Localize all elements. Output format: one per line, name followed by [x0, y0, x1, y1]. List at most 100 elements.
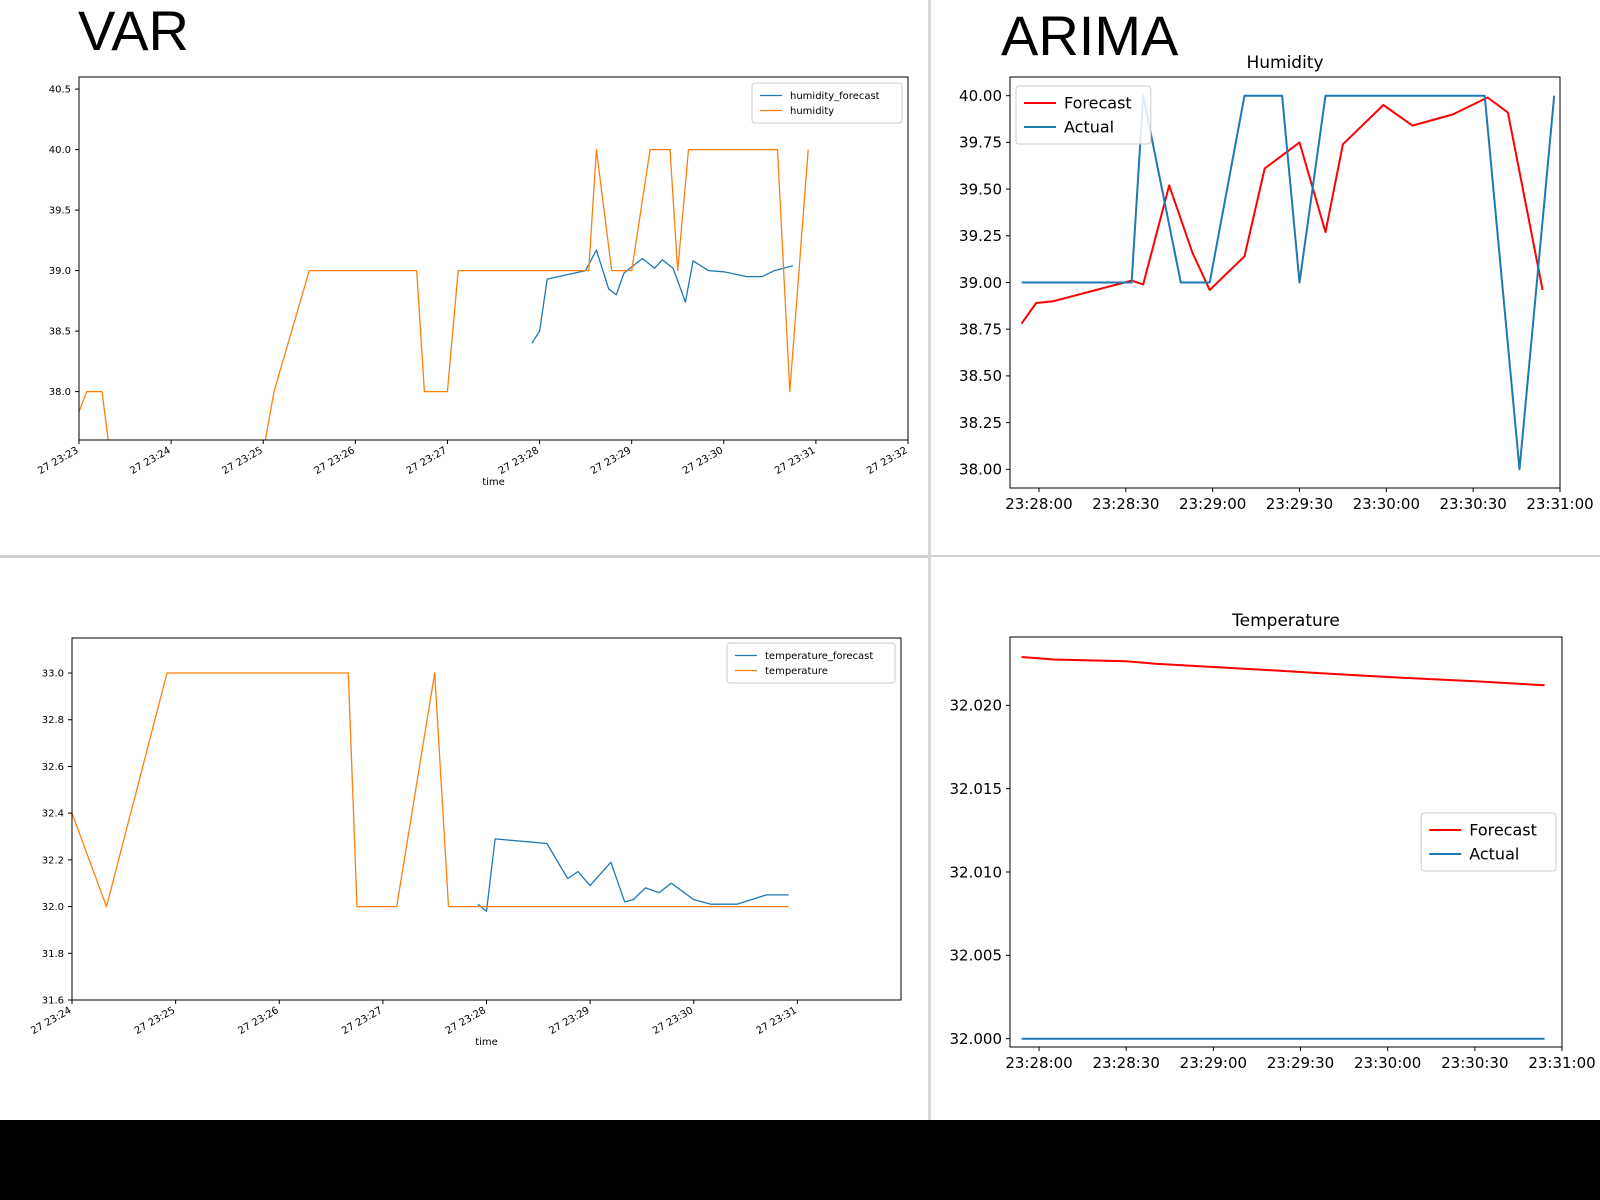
x-axis-label: time: [482, 477, 505, 488]
x-tick-label: 23:29:00: [1180, 1054, 1247, 1072]
x-tick-label: 23:30:30: [1439, 495, 1506, 513]
series-line-forecast: [1021, 656, 1545, 687]
y-tick-label: 32.010: [950, 863, 1003, 881]
series-line-actual: [1021, 94, 1556, 471]
y-tick-label: 38.0: [49, 387, 71, 398]
y-tick-label: 32.6: [42, 762, 64, 773]
x-tick-label: 27 23:32: [865, 445, 909, 477]
y-tick-label: 32.2: [42, 855, 64, 866]
y-tick-label: 38.25: [959, 414, 1002, 432]
legend: humidity_forecast humidity: [751, 82, 903, 124]
y-tick-label: 39.5: [49, 206, 71, 217]
series-line-humidity: [79, 148, 809, 440]
legend-label-temperature_forecast: temperature_forecast: [765, 651, 873, 662]
legend-label-actual: Actual: [1064, 118, 1114, 137]
x-tick-label: 23:30:00: [1354, 1054, 1421, 1072]
legend-label-actual: Actual: [1469, 845, 1519, 864]
y-tick-label: 31.8: [42, 949, 64, 960]
y-tick-label: 39.75: [959, 134, 1002, 152]
legend: temperature_forecast temperature: [726, 642, 896, 684]
y-tick-label: 38.50: [959, 367, 1002, 385]
x-tick-label: 27 23:28: [444, 1005, 488, 1037]
series-line-humidity_forecast: [531, 249, 794, 344]
y-tick-label: 39.00: [959, 274, 1002, 292]
x-tick-label: 23:28:30: [1092, 495, 1159, 513]
x-tick-label: 27 23:25: [220, 445, 264, 477]
plot-area: [1020, 94, 1556, 471]
y-tick-label: 32.8: [42, 715, 64, 726]
bottom-black-bar: [0, 1120, 1600, 1200]
var-temperature-chart: 31.6 31.8 32.0 32.2 32.4 32.6 32.8 33.0 27 23:24…: [29, 637, 902, 1048]
legend-label-temperature: temperature: [765, 666, 828, 677]
axes-frame: [1009, 636, 1563, 1048]
x-tick-label: 27 23:31: [773, 445, 817, 477]
y-tick-label: 40.0: [49, 145, 71, 156]
legend-label-forecast: Forecast: [1064, 94, 1132, 113]
x-tick-label: 27 23:24: [29, 1005, 73, 1037]
x-tick-label: 27 23:31: [755, 1005, 799, 1037]
arima-humidity-chart: 38.00 38.25 38.50 38.75 39.00 39.25 39.50 39.75…: [959, 53, 1594, 513]
legend-box: [726, 642, 896, 684]
x-tick-label: 27 23:30: [681, 445, 725, 477]
x-tick-label: 23:28:00: [1005, 1054, 1072, 1072]
arima-heading: ARIMA: [1001, 4, 1179, 67]
x-tick-label: 27 23:24: [128, 445, 172, 477]
x-tick-label: 27 23:27: [340, 1005, 384, 1037]
arima-humidity-panel: ARIMA 38.00 38.25 38.50 38.75 39.00 39.25 39.5…: [930, 0, 1600, 555]
y-tick-label: 32.015: [950, 780, 1003, 798]
plot-area: [1021, 656, 1545, 1040]
x-tick-label: 27 23:25: [133, 1005, 177, 1037]
legend: Forecast Actual: [1015, 85, 1152, 145]
x-tick-label: 23:29:30: [1267, 1054, 1334, 1072]
y-tick-label: 32.4: [42, 809, 64, 820]
x-tick-label: 23:30:00: [1353, 495, 1420, 513]
y-tick-label: 38.75: [959, 320, 1002, 338]
y-tick-label: 33.0: [42, 669, 64, 680]
vertical-divider: [928, 0, 931, 1120]
x-tick-label: 23:28:00: [1005, 495, 1072, 513]
axes-frame: [71, 637, 902, 1001]
x-tick-label: 23:30:30: [1441, 1054, 1508, 1072]
y-tick-label: 39.0: [49, 266, 71, 277]
y-tick-label: 38.00: [959, 461, 1002, 479]
x-tick-label: 27 23:29: [589, 445, 633, 477]
legend-box: [1015, 85, 1152, 145]
series-line-temperature: [72, 672, 789, 908]
horizontal-divider-left: [0, 555, 928, 558]
y-tick-label: 40.00: [959, 87, 1002, 105]
var-temperature-panel: 31.6 31.8 32.0 32.2 32.4 32.6 32.8 33.0 27 23:24…: [0, 558, 928, 1120]
y-tick-label: 38.5: [49, 327, 71, 338]
x-tick-label: 27 23:29: [547, 1005, 591, 1037]
chart-title: Temperature: [1231, 611, 1340, 631]
var-humidity-panel: VAR 38.0 38.5 39.0 39.5 40.0 40.5 27 23:23 27 2…: [0, 0, 928, 555]
y-tick-label: 32.005: [950, 947, 1003, 965]
legend-box: [1420, 812, 1557, 872]
x-tick-label: 23:28:30: [1093, 1054, 1160, 1072]
chart-title: Humidity: [1246, 53, 1323, 73]
legend-label-humidity_forecast: humidity_forecast: [790, 91, 880, 102]
legend-label-forecast: Forecast: [1469, 821, 1537, 840]
y-tick-label: 32.000: [950, 1030, 1003, 1048]
x-tick-label: 23:31:00: [1526, 495, 1593, 513]
y-tick-label: 32.0: [42, 902, 64, 913]
x-tick-label: 23:29:30: [1266, 495, 1333, 513]
var-humidity-chart: 38.0 38.5 39.0 39.5 40.0 40.5 27 23:23 27 23:24…: [36, 76, 910, 488]
x-tick-label: 27 23:28: [497, 445, 541, 477]
x-tick-label: 27 23:23: [36, 445, 80, 477]
x-tick-label: 27 23:27: [405, 445, 449, 477]
arima-temperature-panel: 32.000 32.005 32.010 32.015 32.020 23:28:00 23…: [932, 558, 1600, 1120]
horizontal-divider-right: [931, 555, 1600, 557]
plot-area: [79, 148, 809, 440]
legend: Forecast Actual: [1420, 812, 1557, 872]
x-tick-label: 27 23:30: [651, 1005, 695, 1037]
y-tick-label: 31.6: [42, 996, 64, 1007]
x-tick-label: 23:31:00: [1528, 1054, 1595, 1072]
plot-area: [72, 672, 789, 912]
y-tick-label: 40.5: [49, 85, 71, 96]
x-tick-label: 27 23:26: [237, 1005, 281, 1037]
y-tick-label: 32.020: [950, 697, 1003, 715]
y-tick-label: 39.50: [959, 180, 1002, 198]
axes-frame: [78, 76, 909, 441]
x-axis-label: time: [475, 1037, 498, 1048]
x-tick-label: 23:29:00: [1179, 495, 1246, 513]
